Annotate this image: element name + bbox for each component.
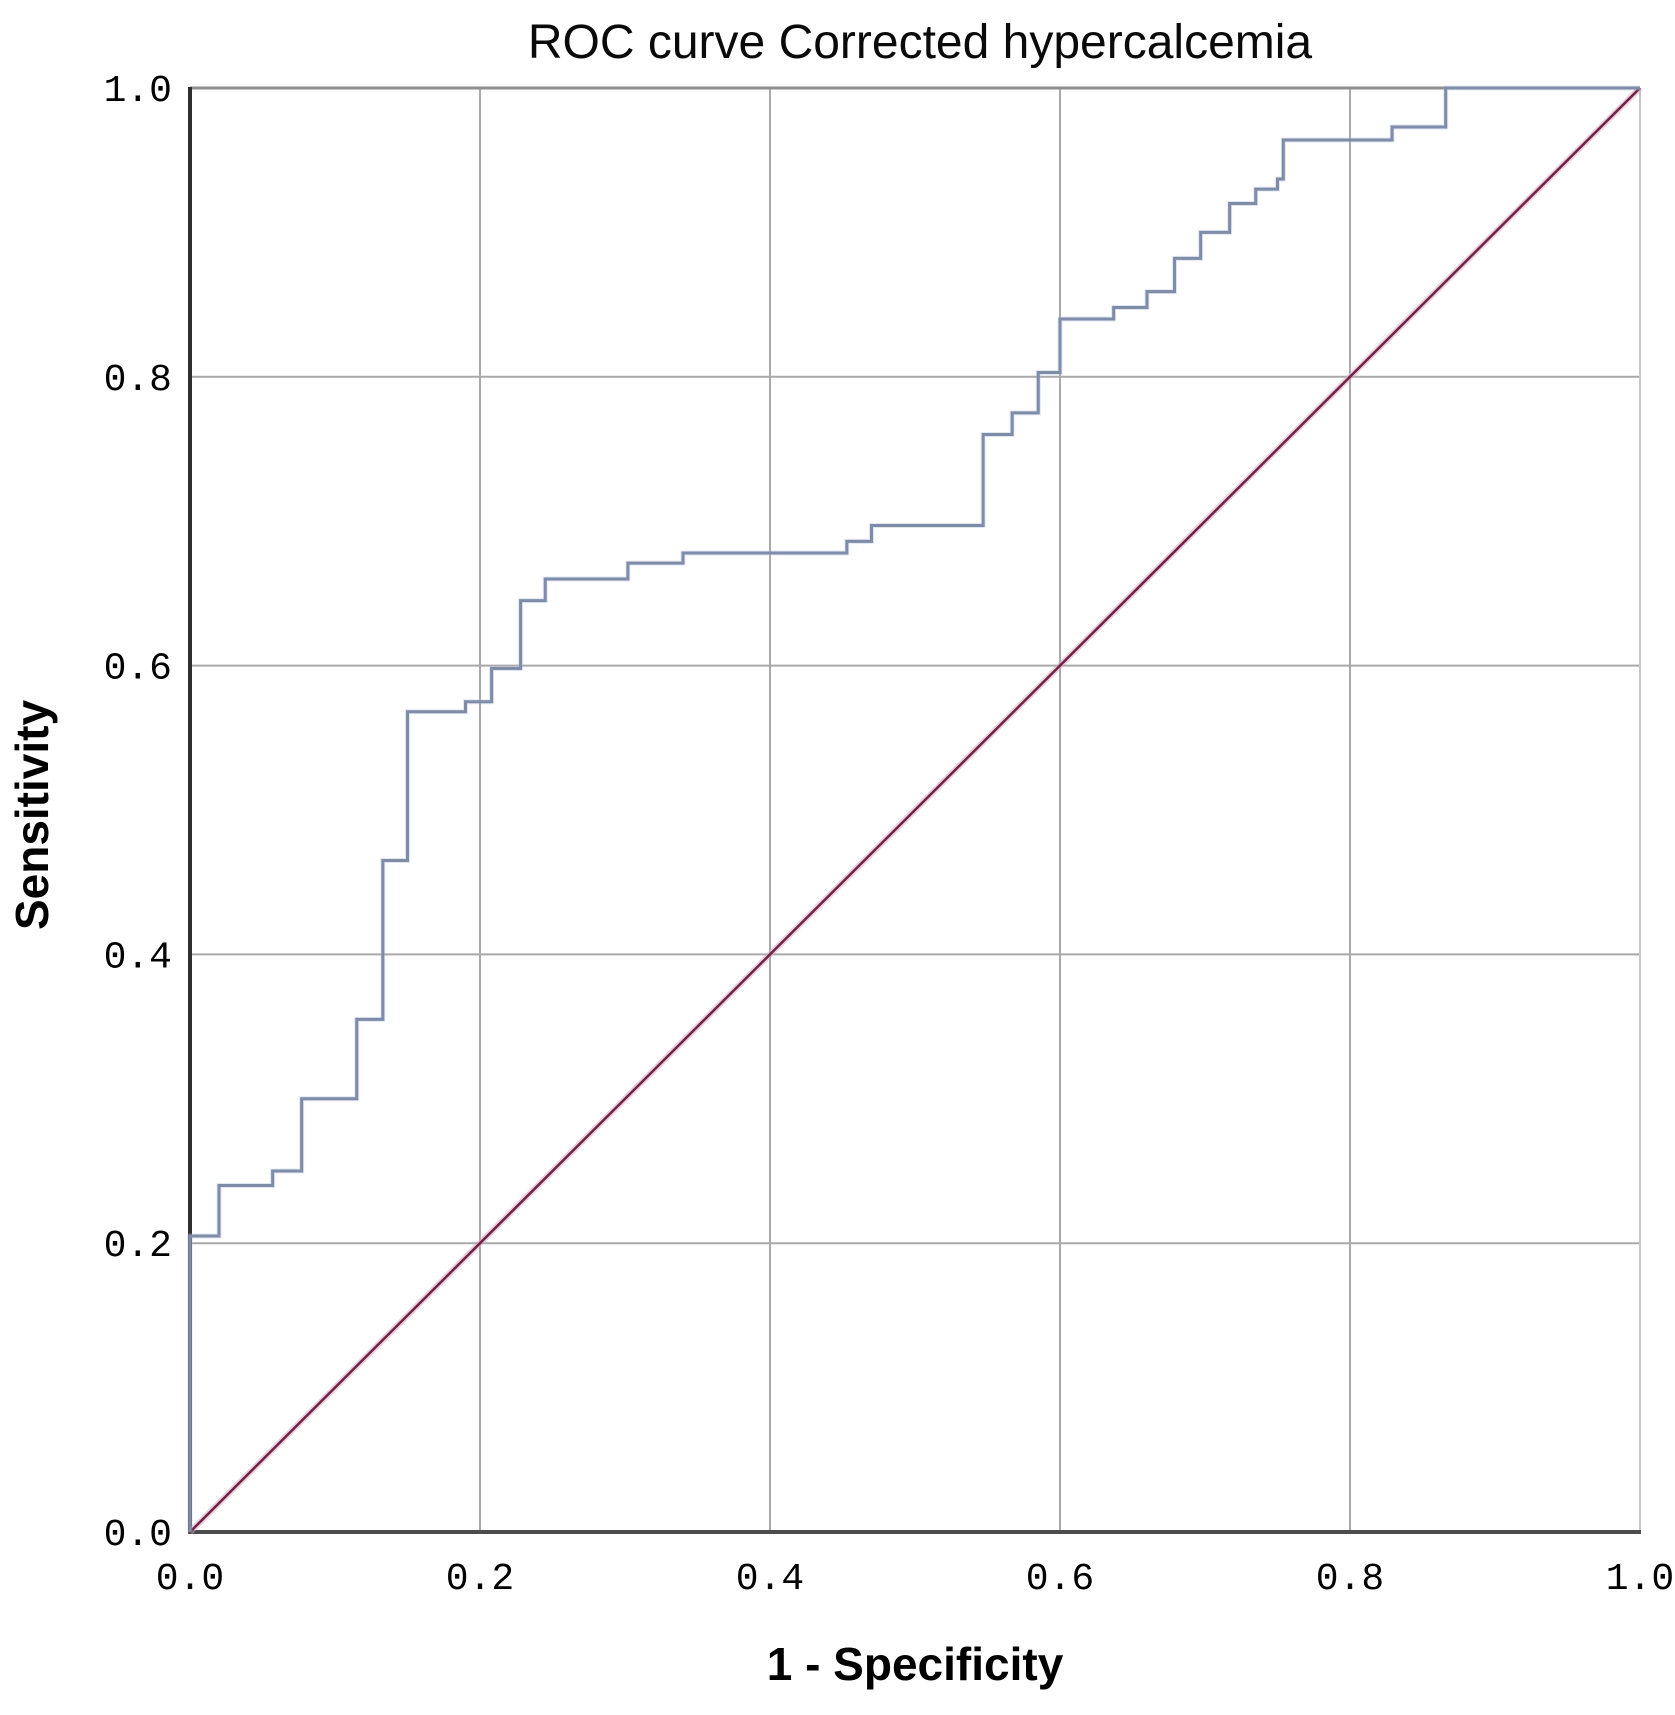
y-tick-labels-group: 0.0 0.2 0.4 0.6 0.8 1.0 <box>104 70 172 1557</box>
roc-curve-group <box>187 85 1640 1532</box>
y-tick-label: 1.0 <box>104 70 172 113</box>
x-tick-label: 0.8 <box>1316 1558 1384 1601</box>
roc-curve-line <box>188 86 1640 1532</box>
x-tick-label: 1.0 <box>1606 1558 1674 1601</box>
chart-title: ROC curve Corrected hypercalcemia <box>528 16 1313 69</box>
x-tick-labels-group: 0.0 0.2 0.4 0.6 0.8 1.0 <box>156 1558 1674 1601</box>
x-tick-label: 0.2 <box>446 1558 514 1601</box>
y-tick-label: 0.4 <box>104 936 172 979</box>
x-axis-title: 1 - Specificity <box>767 1638 1064 1690</box>
y-tick-label: 0.2 <box>104 1225 172 1268</box>
x-tick-label: 0.4 <box>736 1558 804 1601</box>
y-tick-label: 0.0 <box>104 1514 172 1557</box>
y-axis-title: Sensitivity <box>6 700 58 931</box>
y-tick-label: 0.8 <box>104 359 172 402</box>
y-tick-label: 0.6 <box>104 648 172 691</box>
x-tick-label: 0.0 <box>156 1558 224 1601</box>
reference-line-group <box>187 85 1643 1535</box>
reference-line <box>189 87 1641 1533</box>
x-tick-label: 0.6 <box>1026 1558 1094 1601</box>
